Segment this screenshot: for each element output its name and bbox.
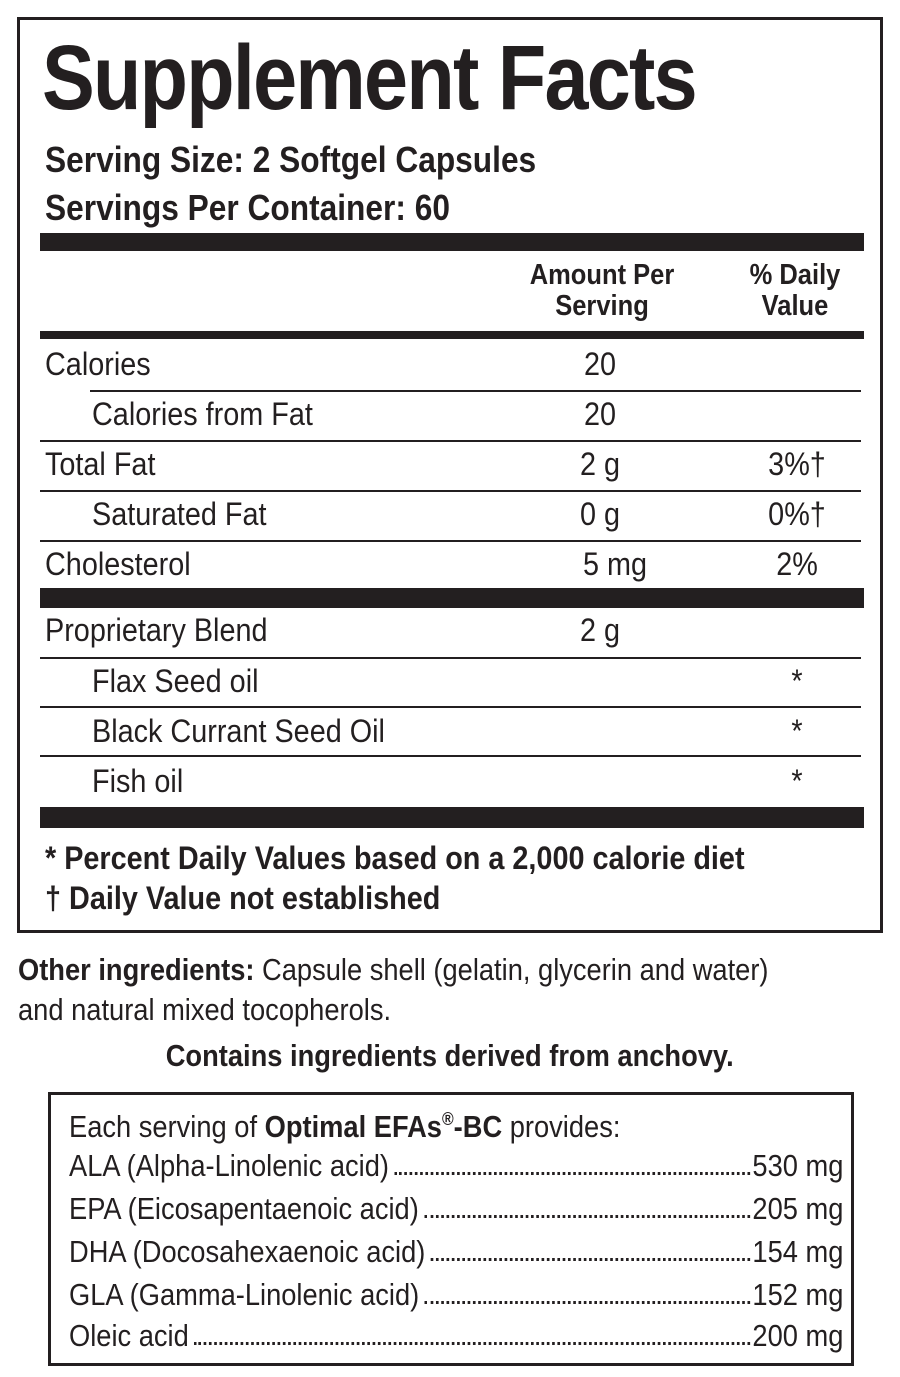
blend-item-name: Black Currant Seed Oil [92,713,385,749]
row-divider [40,490,861,492]
blend-item-daily-value: * [791,713,803,749]
footnote-percent-daily: * Percent Daily Values based on a 2,000 … [45,840,745,876]
nutrient-name: Cholesterol [45,546,191,582]
supplement-facts-panel: Supplement Facts Serving Size: 2 Softgel… [17,17,883,933]
efa-item-name: ALA (Alpha-Linolenic acid) [69,1148,389,1183]
row-divider [90,390,861,392]
nutrient-amount: 5 mg [582,546,648,582]
other-ingredients-text: and natural mixed tocopherols. [18,992,392,1027]
dotted-leader [194,1342,750,1345]
thick-divider [40,588,864,608]
registered-mark: ® [441,1109,454,1129]
efa-item-amount: 200 mg [752,1318,844,1353]
efa-intro: Each serving of Optimal EFAs®-BC provide… [69,1109,621,1144]
nutrient-name: Calories from Fat [92,396,313,432]
row-divider [40,657,861,659]
nutrient-amount: 20 [583,396,617,432]
blend-name: Proprietary Blend [45,612,268,648]
efa-item-name: GLA (Gamma-Linolenic acid) [69,1277,420,1312]
daily-value-header: % Daily Value [749,259,841,322]
efa-item-amount: 530 mg [752,1148,844,1183]
efa-item-name: EPA (Eicosapentaenoic acid) [69,1191,419,1226]
efa-item-amount: 154 mg [752,1234,844,1269]
serving-size: Serving Size: 2 Softgel Capsules [45,139,537,180]
row-divider [40,706,861,708]
efa-provides-box: Each serving of Optimal EFAs®-BC provide… [48,1092,854,1366]
nutrient-daily-value: 3%† [768,446,826,482]
efa-item: Oleic acid 200 mg [69,1317,843,1351]
other-ingredients: Other ingredients: Capsule shell (gelati… [18,950,898,1030]
nutrient-daily-value: 2% [776,546,818,582]
panel-title: Supplement Facts [42,27,698,129]
efa-item-name: DHA (Docosahexaenoic acid) [69,1234,426,1269]
medium-divider [40,331,864,339]
blend-amount: 2 g [579,612,621,648]
thick-divider [40,807,864,828]
product-name: Optimal EFAs [264,1109,442,1144]
thick-divider [40,233,864,251]
dotted-leader [430,1258,750,1261]
dotted-leader [394,1172,750,1175]
servings-per-container: Servings Per Container: 60 [45,187,450,228]
nutrient-daily-value: 0%† [768,496,826,532]
row-divider [40,440,861,442]
nutrient-amount: 20 [583,346,617,382]
efa-item-amount: 205 mg [752,1191,844,1226]
dotted-leader [424,1301,750,1304]
efa-item: GLA (Gamma-Linolenic acid) 152 mg [69,1276,843,1310]
efa-item: DHA (Docosahexaenoic acid) 154 mg [69,1233,843,1267]
efa-item: ALA (Alpha-Linolenic acid) 530 mg [69,1147,843,1181]
footnote-dv-not-established: † Daily Value not established [45,880,441,916]
other-ingredients-text: Capsule shell (gelatin, glycerin and wat… [254,952,769,987]
row-divider [40,540,861,542]
blend-item-name: Flax Seed oil [92,663,259,699]
other-ingredients-label: Other ingredients: [18,952,255,987]
nutrient-amount: 2 g [579,446,621,482]
blend-item-daily-value: * [791,763,803,799]
nutrient-name: Saturated Fat [92,496,267,532]
efa-item: EPA (Eicosapentaenoic acid) 205 mg [69,1190,843,1224]
efa-item-amount: 152 mg [752,1277,844,1312]
efa-item-name: Oleic acid [69,1318,189,1353]
nutrient-amount: 0 g [579,496,621,532]
blend-item-daily-value: * [791,663,803,699]
row-divider [40,755,861,757]
dotted-leader [424,1215,750,1218]
nutrient-name: Total Fat [45,446,156,482]
nutrient-name: Calories [45,346,151,382]
blend-item-name: Fish oil [92,763,184,799]
allergen-statement: Contains ingredients derived from anchov… [166,1038,734,1073]
amount-per-serving-header: Amount Per Serving [529,259,675,322]
